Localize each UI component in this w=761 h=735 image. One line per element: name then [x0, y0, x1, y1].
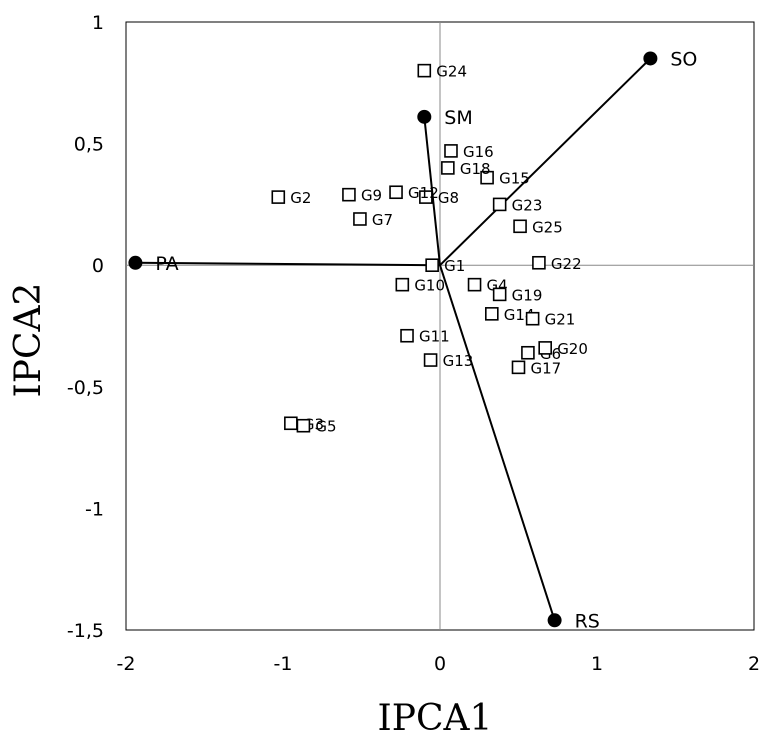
genotype-label: G12 [408, 184, 439, 202]
y-tick-label: -1 [85, 498, 104, 520]
environment-points: SO SM PA RS [128, 48, 697, 632]
environment-marker [643, 51, 658, 66]
y-axis-title: IPCA2 [8, 283, 49, 398]
genotype-label: G5 [315, 418, 336, 436]
genotype-marker [521, 345, 535, 360]
genotype-marker [296, 418, 311, 433]
genotype-marker [485, 307, 499, 321]
genotype-marker [342, 187, 356, 202]
genotype-label: G25 [532, 218, 563, 236]
genotype-label: G22 [551, 255, 582, 273]
plot-area: G1G2G3G4G5G6G7G8G9G10G11G12G13G14G15G16G… [125, 21, 755, 632]
y-tick-label: 0 [92, 255, 104, 277]
genotype-marker [492, 287, 507, 302]
x-tick-label: -2 [117, 653, 136, 675]
genotype-marker [419, 190, 433, 204]
genotype-marker [492, 197, 507, 212]
genotype-marker [271, 190, 286, 204]
genotype-marker [538, 341, 552, 355]
environment-vector [135, 261, 441, 267]
genotype-marker [400, 328, 414, 343]
environment-marker [547, 613, 562, 628]
x-tick-label: 0 [434, 653, 446, 675]
genotype-label: G15 [499, 170, 530, 188]
y-tick-label: -1,5 [67, 620, 104, 642]
genotype-marker [480, 170, 494, 185]
x-tick-label: -1 [274, 653, 293, 675]
genotype-label: G11 [419, 328, 450, 346]
genotype-marker [284, 416, 298, 431]
environment-label: RS [575, 610, 600, 632]
genotype-label: G8 [438, 189, 459, 207]
y-tick-label: -0,5 [67, 377, 104, 399]
genotype-label: G20 [557, 340, 588, 358]
genotype-marker [532, 255, 546, 270]
y-tick-labels: 1 0,5 0 -0,5 -1 -1,5 [67, 12, 104, 642]
genotype-label: G21 [545, 311, 576, 329]
genotype-marker [441, 161, 455, 175]
x-axis-title: IPCA1 [378, 698, 493, 735]
genotype-marker [417, 63, 432, 78]
genotype-marker [511, 360, 526, 375]
genotype-label: G1 [444, 257, 465, 275]
genotype-label: G19 [512, 286, 543, 304]
genotype-marker [423, 353, 438, 367]
genotype-marker [425, 258, 439, 273]
genotype-label: G10 [414, 277, 445, 295]
genotype-marker [353, 212, 367, 226]
y-tick-label: 1 [92, 12, 104, 34]
environment-vector [439, 264, 556, 621]
x-tick-label: 2 [748, 653, 760, 675]
x-tick-label: 1 [591, 653, 603, 675]
genotype-label: G18 [460, 160, 491, 178]
environment-marker [128, 255, 143, 270]
genotype-label: G9 [361, 187, 382, 205]
environment-vector [439, 57, 652, 266]
genotype-marker [467, 277, 482, 292]
environment-label: PA [155, 253, 178, 275]
genotype-points: G1G2G3G4G5G6G7G8G9G10G11G12G13G14G15G16G… [271, 63, 588, 436]
environment-label: SM [444, 107, 472, 129]
genotype-label: G13 [443, 352, 474, 370]
genotype-label: G23 [512, 196, 543, 214]
genotype-label: G2 [290, 189, 311, 207]
genotype-marker [395, 277, 410, 292]
genotype-label: G24 [436, 63, 467, 81]
environment-vectors [135, 57, 652, 621]
genotype-marker [525, 311, 540, 326]
environment-marker [417, 109, 432, 124]
genotype-marker [513, 219, 527, 234]
environment-label: SO [670, 48, 697, 70]
y-tick-label: 0,5 [74, 134, 104, 156]
genotype-marker [389, 185, 403, 200]
genotype-label: G16 [463, 143, 494, 161]
genotype-marker [444, 144, 458, 158]
genotype-label: G7 [372, 211, 393, 229]
x-tick-labels: -2 -1 0 1 2 [117, 653, 761, 675]
genotype-label: G17 [531, 359, 562, 377]
